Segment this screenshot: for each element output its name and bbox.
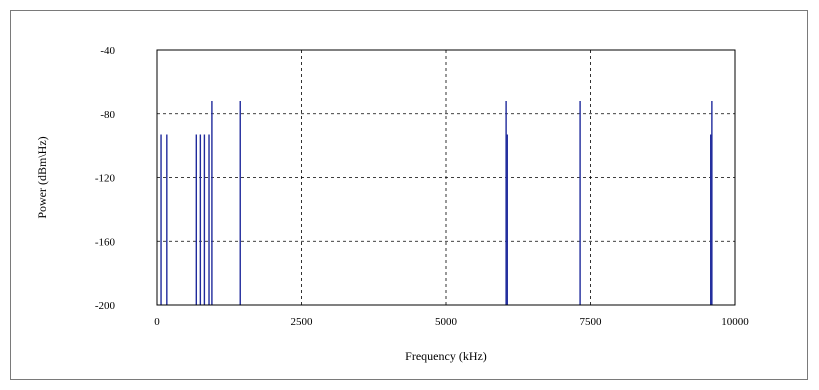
y-tick-label: -200	[95, 300, 116, 312]
grid-lines	[157, 50, 735, 305]
y-axis-title: Power (dBm\Hz)	[35, 136, 49, 218]
x-tick-label: 7500	[580, 316, 603, 328]
chart-frame	[10, 10, 808, 380]
x-tick-label: 2500	[291, 316, 314, 328]
y-tick-label: -80	[100, 109, 115, 121]
y-tick-label: -120	[95, 173, 116, 185]
y-tick-label: -160	[95, 236, 116, 248]
plot-area-border	[156, 49, 736, 306]
y-tick-label: -40	[100, 45, 115, 57]
spectral-lines	[160, 101, 713, 305]
x-tick-label: 5000	[435, 316, 458, 328]
y-axis-ticks: -40 -80 -120 -160 -200	[95, 45, 116, 312]
x-tick-label: 10000	[721, 316, 749, 328]
x-tick-label: 0	[154, 316, 160, 328]
x-axis-ticks: 0 2500 5000 7500 10000	[154, 316, 749, 328]
x-axis-title: Frequency (kHz)	[405, 349, 487, 363]
